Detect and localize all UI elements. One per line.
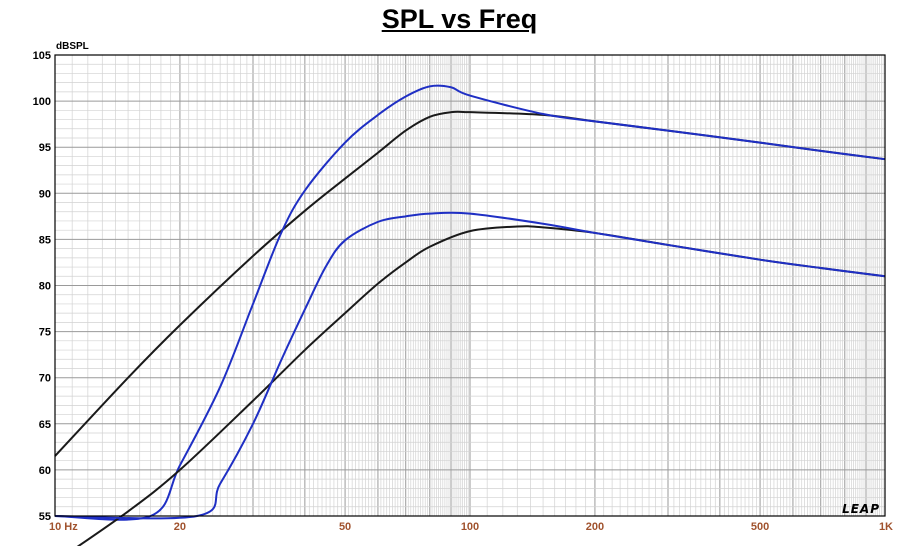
x-tick-label: 10 Hz bbox=[49, 521, 78, 533]
chart-title: SPL vs Freq bbox=[381, 4, 538, 34]
leap-watermark: LEAP bbox=[842, 502, 880, 516]
chart-series bbox=[54, 84, 886, 546]
y-tick-label: 105 bbox=[33, 50, 51, 62]
y-tick-label: 55 bbox=[39, 511, 51, 523]
y-tick-label: 65 bbox=[39, 419, 51, 431]
y-tick-label: 95 bbox=[39, 142, 51, 154]
x-tick-label: 1K bbox=[879, 521, 893, 533]
y-tick-label: 75 bbox=[39, 327, 51, 339]
x-tick-label: 100 bbox=[461, 521, 479, 533]
series-line-4 bbox=[54, 211, 886, 520]
y-axis-unit: dBSPL bbox=[56, 41, 89, 52]
y-tick-label: 85 bbox=[39, 234, 51, 246]
x-tick-label: 200 bbox=[586, 521, 604, 533]
chart-grid bbox=[55, 54, 885, 517]
y-axis-labels: 55 60 65 70 75 80 85 90 95 100 105 bbox=[33, 50, 51, 523]
x-tick-label: 20 bbox=[174, 521, 186, 533]
series-line-2 bbox=[54, 84, 886, 521]
plot-frame bbox=[54, 54, 886, 517]
x-tick-label: 500 bbox=[751, 521, 769, 533]
y-tick-label: 80 bbox=[39, 281, 51, 293]
y-tick-label: 60 bbox=[39, 465, 51, 477]
y-tick-label: 90 bbox=[39, 188, 51, 200]
x-axis-labels: 10 Hz 20 50 100 200 500 1K bbox=[49, 521, 893, 533]
y-tick-label: 100 bbox=[33, 96, 51, 108]
x-tick-label: 50 bbox=[339, 521, 351, 533]
y-tick-label: 70 bbox=[39, 373, 51, 385]
